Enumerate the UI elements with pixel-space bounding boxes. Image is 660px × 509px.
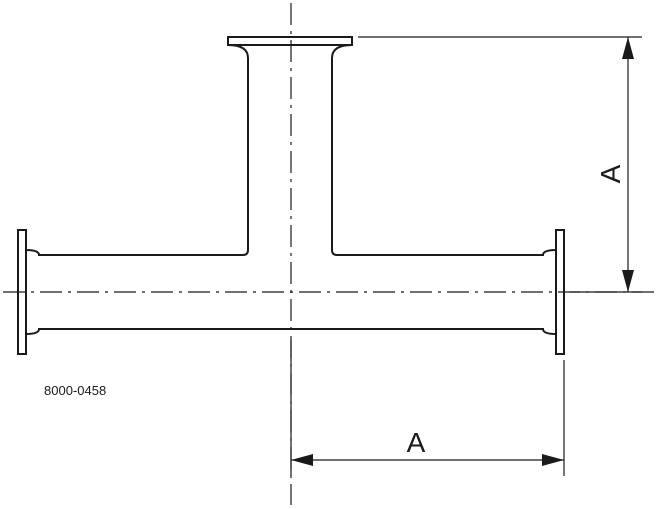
tee-fitting-drawing: A A 8000-0458 xyxy=(0,0,660,509)
dim-h-label: A xyxy=(407,427,426,458)
dim-v-label: A xyxy=(595,164,626,183)
drawing-number: 8000-0458 xyxy=(44,383,106,398)
dim-v-arrow-bot xyxy=(622,270,634,292)
dim-h-arrow-left xyxy=(291,454,313,466)
dim-v-arrow-top xyxy=(622,37,634,59)
dim-h-arrow-right xyxy=(542,454,564,466)
